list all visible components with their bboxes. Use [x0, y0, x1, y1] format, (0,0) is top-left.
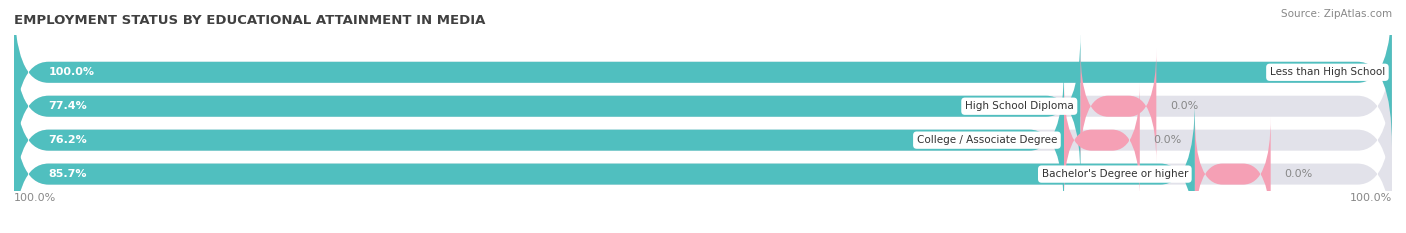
Text: Less than High School: Less than High School — [1270, 67, 1385, 77]
FancyBboxPatch shape — [14, 32, 1392, 181]
Text: 76.2%: 76.2% — [48, 135, 87, 145]
FancyBboxPatch shape — [14, 66, 1064, 214]
Text: 100.0%: 100.0% — [1350, 193, 1392, 203]
FancyBboxPatch shape — [1392, 15, 1406, 130]
Text: Source: ZipAtlas.com: Source: ZipAtlas.com — [1281, 9, 1392, 19]
Text: College / Associate Degree: College / Associate Degree — [917, 135, 1057, 145]
FancyBboxPatch shape — [14, 0, 1392, 147]
FancyBboxPatch shape — [1195, 117, 1271, 231]
FancyBboxPatch shape — [14, 100, 1392, 233]
FancyBboxPatch shape — [14, 100, 1195, 233]
Text: 85.7%: 85.7% — [48, 169, 87, 179]
FancyBboxPatch shape — [1081, 49, 1156, 164]
Text: EMPLOYMENT STATUS BY EDUCATIONAL ATTAINMENT IN MEDIA: EMPLOYMENT STATUS BY EDUCATIONAL ATTAINM… — [14, 14, 485, 27]
Text: Bachelor's Degree or higher: Bachelor's Degree or higher — [1042, 169, 1188, 179]
FancyBboxPatch shape — [14, 32, 1081, 181]
FancyBboxPatch shape — [14, 66, 1392, 214]
Text: 77.4%: 77.4% — [48, 101, 87, 111]
FancyBboxPatch shape — [14, 0, 1392, 147]
Text: High School Diploma: High School Diploma — [965, 101, 1074, 111]
Text: 100.0%: 100.0% — [14, 193, 56, 203]
Text: 0.0%: 0.0% — [1153, 135, 1182, 145]
Text: 0.0%: 0.0% — [1285, 169, 1313, 179]
Text: 0.0%: 0.0% — [1170, 101, 1198, 111]
Text: 100.0%: 100.0% — [48, 67, 94, 77]
FancyBboxPatch shape — [1064, 83, 1140, 198]
